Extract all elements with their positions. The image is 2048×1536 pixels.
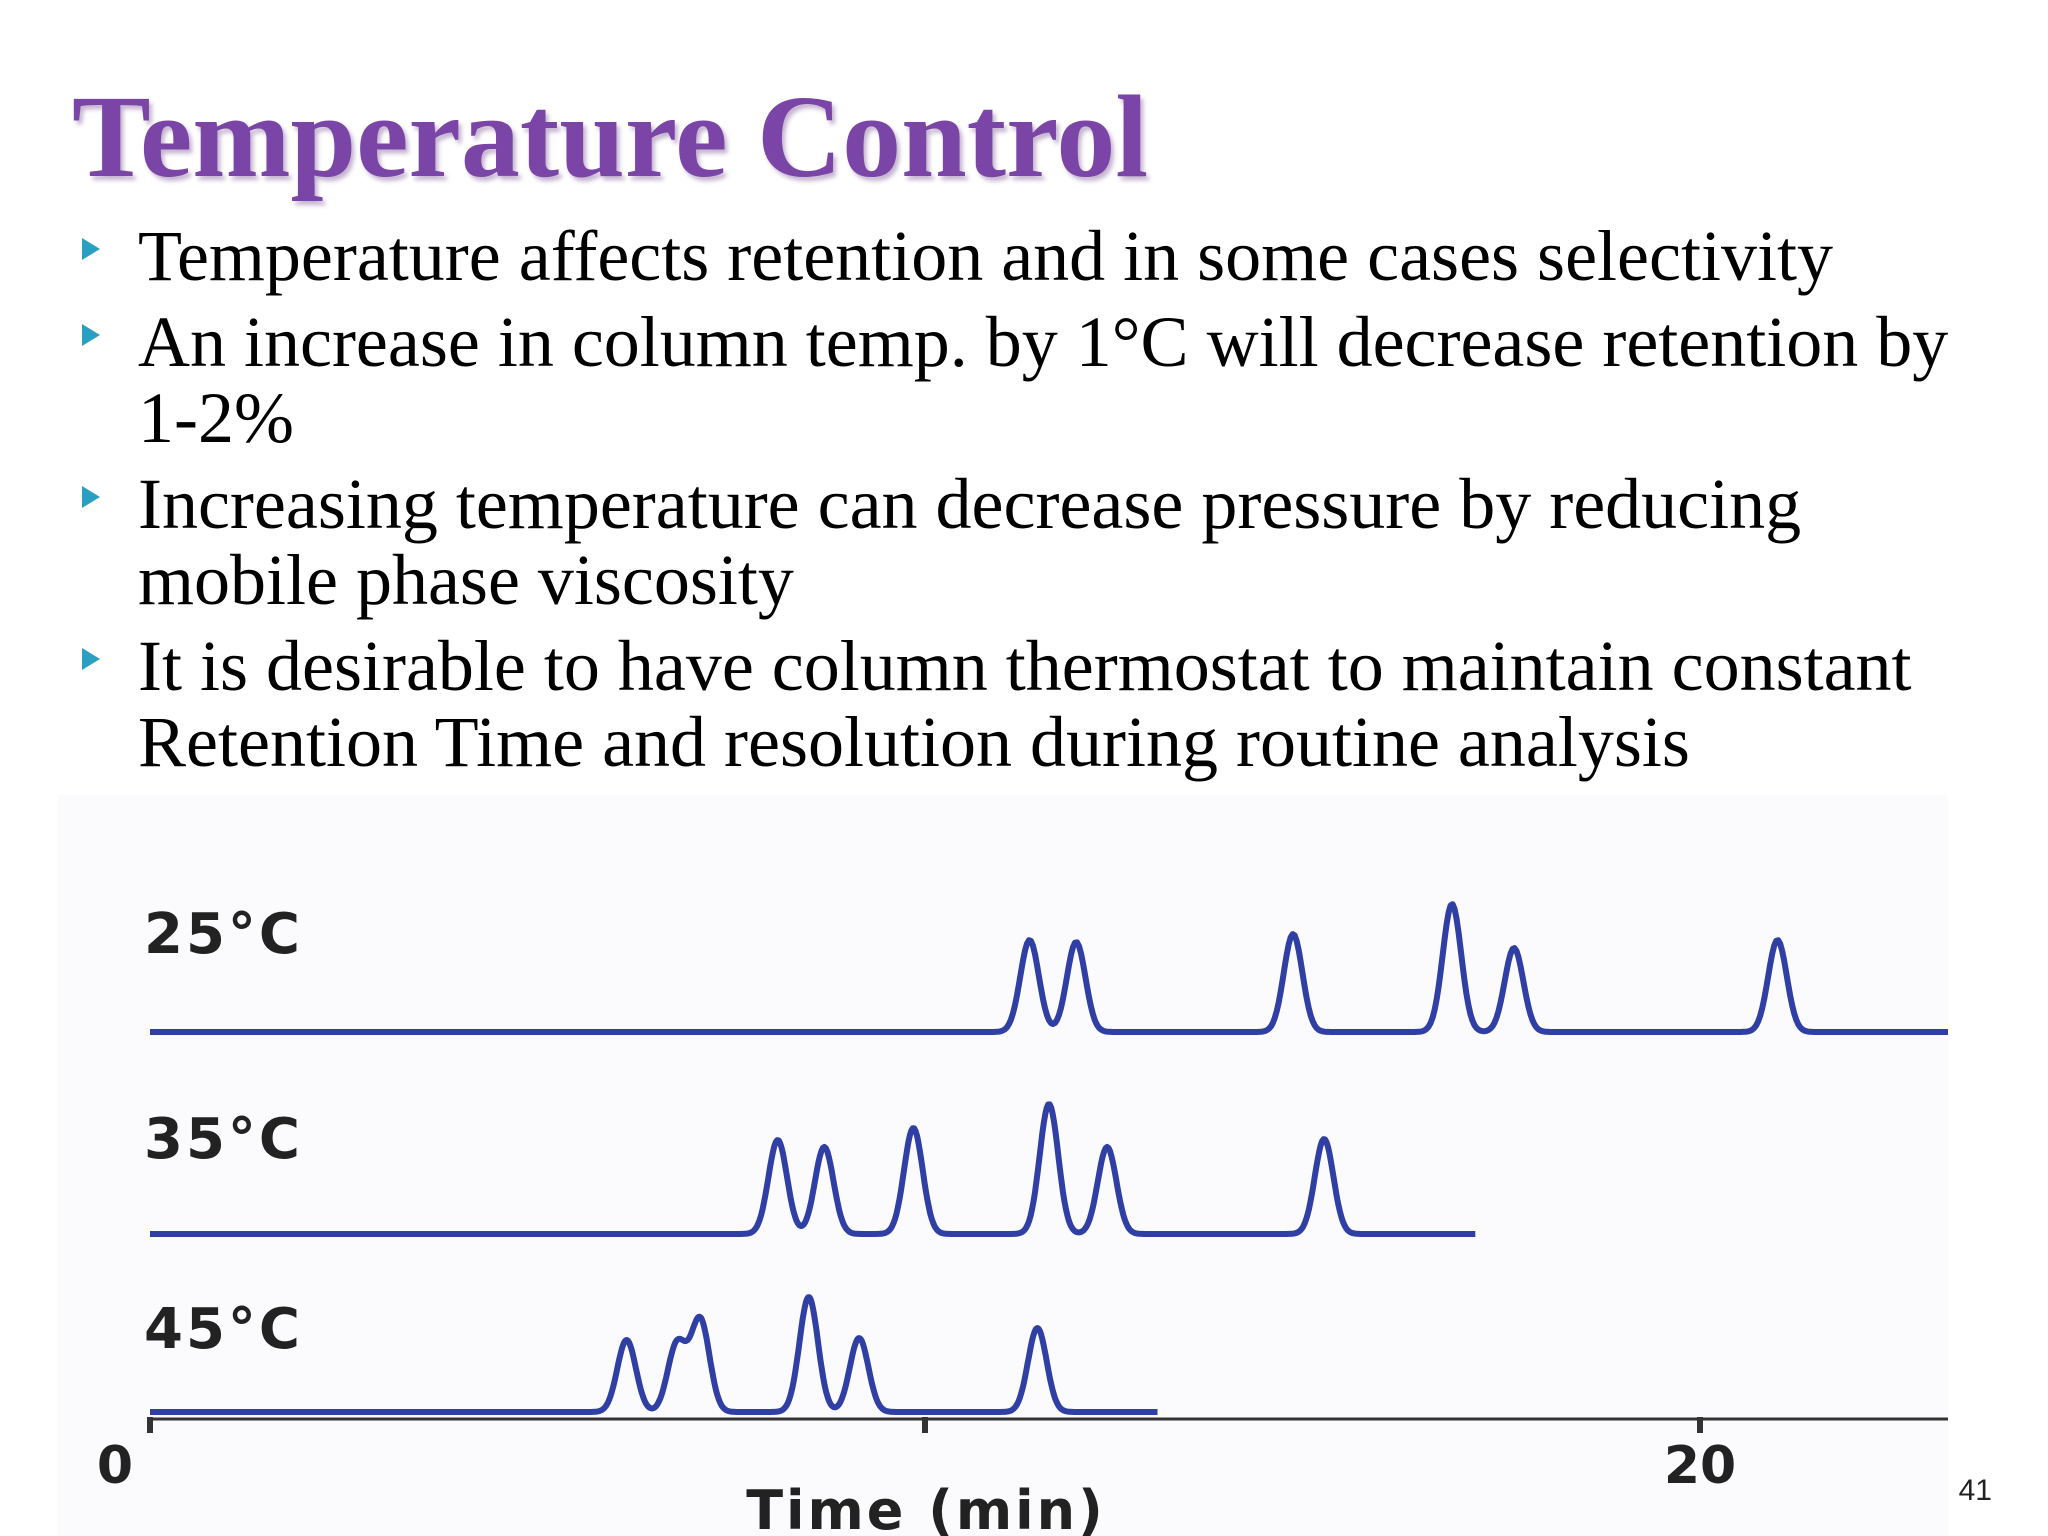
bullet-arrow-icon bbox=[82, 238, 100, 260]
series-label: 35°C bbox=[144, 1107, 303, 1172]
bullet-item: An increase in column temp. by 1°C will … bbox=[80, 304, 1980, 456]
bullet-item: It is desirable to have column thermosta… bbox=[80, 628, 1980, 780]
trace-line bbox=[148, 1101, 1477, 1237]
bullet-text: An increase in column temp. by 1°C will … bbox=[138, 302, 1949, 458]
bullet-text: It is desirable to have column thermosta… bbox=[138, 626, 1912, 782]
series-label: 45°C bbox=[144, 1297, 303, 1362]
x-axis-title: Time (min) bbox=[746, 1479, 1106, 1536]
trace-line bbox=[148, 1294, 1160, 1415]
x-tick-label: 0 bbox=[97, 1436, 133, 1496]
chromatogram-chart: 25°C 35°C 45°C 0 20 Time (min) bbox=[97, 901, 1949, 1536]
bullet-arrow-icon bbox=[82, 648, 100, 670]
series-label: 25°C bbox=[144, 902, 303, 967]
trace-line bbox=[149, 901, 1949, 1035]
bullet-item: Increasing temperature can decrease pres… bbox=[80, 466, 1980, 618]
slide-title: Temperature Control bbox=[72, 71, 1149, 202]
bullet-arrow-icon bbox=[82, 324, 100, 346]
page-number: 41 bbox=[1958, 1474, 1992, 1507]
bullet-text: Temperature affects retention and in som… bbox=[138, 216, 1833, 296]
bullet-text: Increasing temperature can decrease pres… bbox=[138, 464, 1802, 620]
bullet-item: Temperature affects retention and in som… bbox=[80, 218, 1980, 294]
x-tick-label: 20 bbox=[1664, 1436, 1736, 1496]
bullet-list: Temperature affects retention and in som… bbox=[80, 218, 1980, 790]
bullet-arrow-icon bbox=[82, 486, 100, 508]
